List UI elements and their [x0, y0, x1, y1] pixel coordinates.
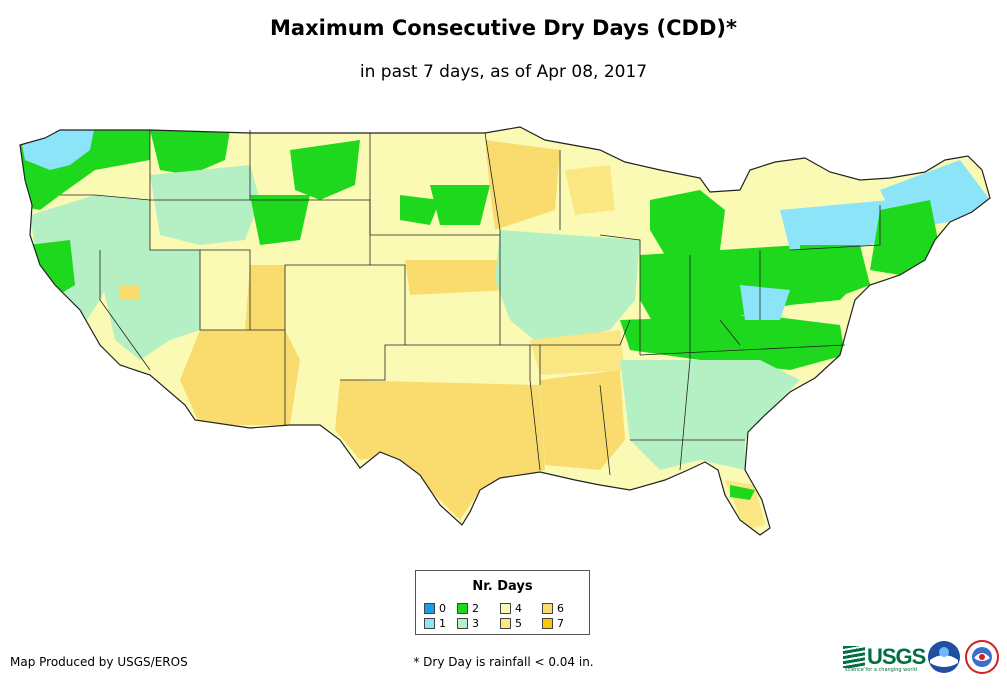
legend-swatch [500, 618, 511, 629]
map-title: Maximum Consecutive Dry Days (CDD)* [270, 16, 737, 40]
legend-swatch [542, 603, 553, 614]
map-subtitle: in past 7 days, as of Apr 08, 2017 [359, 62, 648, 82]
legend: Nr. Days 0 1 2 3 4 5 6 7 [415, 570, 590, 635]
legend-swatch [424, 603, 435, 614]
legend-label: 1 [439, 617, 446, 630]
map-credit: Map Produced by USGS/EROS [10, 655, 188, 669]
legend-swatch [457, 603, 468, 614]
legend-label: 2 [472, 602, 479, 615]
dry-days-fill [20, 127, 990, 535]
agency-logos: USGS science for a changing world [843, 638, 1003, 678]
legend-label: 3 [472, 617, 479, 630]
legend-label: 4 [515, 602, 522, 615]
us-dry-days-map [19, 126, 991, 536]
legend-swatch [500, 603, 511, 614]
footnote: * Dry Day is rainfall < 0.04 in. [413, 655, 594, 669]
legend-label: 7 [557, 617, 564, 630]
legend-label: 5 [515, 617, 522, 630]
legend-label: 6 [557, 602, 564, 615]
usgs-wordmark: USGS [867, 644, 926, 669]
national-weather-service-logo-icon [965, 640, 999, 674]
legend-label: 0 [439, 602, 446, 615]
usgs-tagline: science for a changing world [845, 667, 917, 673]
legend-swatch [424, 618, 435, 629]
noaa-logo-icon [928, 641, 960, 673]
legend-title: Nr. Days [472, 579, 533, 594]
legend-swatch [542, 618, 553, 629]
usgs-mark-icon [843, 646, 865, 668]
legend-swatch [457, 618, 468, 629]
state-boundaries [60, 130, 881, 476]
